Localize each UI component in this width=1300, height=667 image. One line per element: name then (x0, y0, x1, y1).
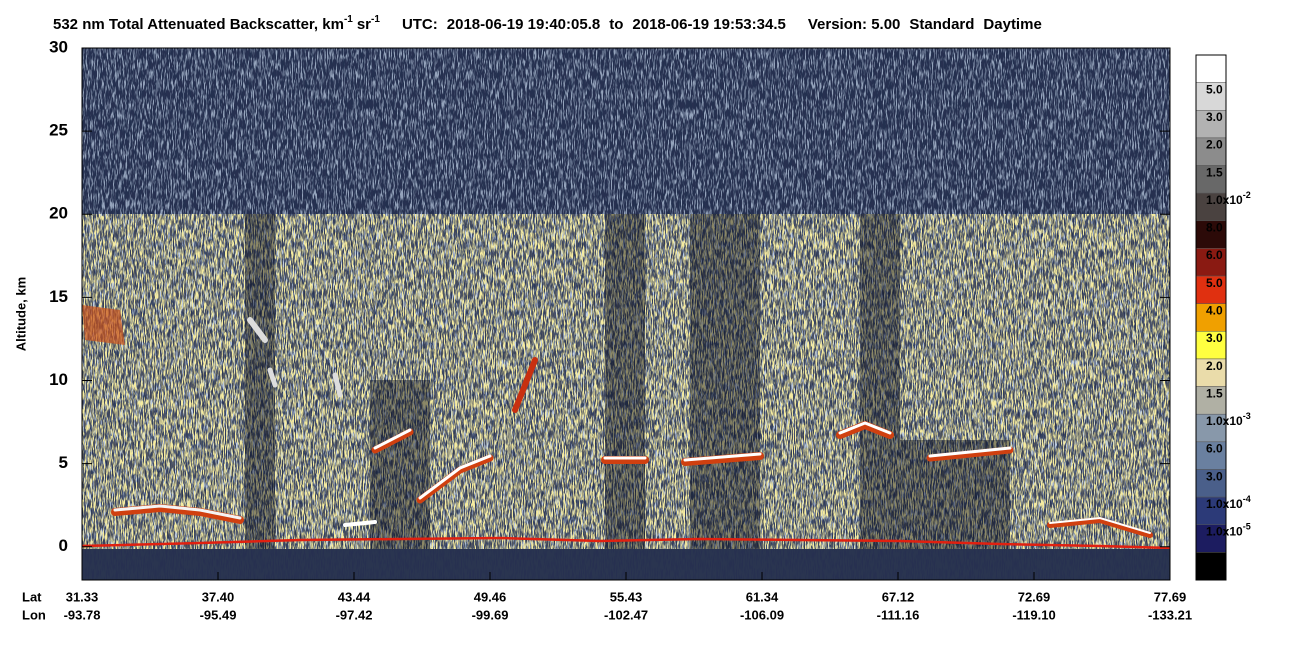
y-tick-label: 15 (49, 287, 68, 306)
colorbar-label-text: 5.0 (1206, 276, 1223, 290)
colorbar-label-text: 4.0 (1206, 304, 1223, 318)
y-tick-label: 10 (49, 370, 68, 389)
lat-tick-label: 31.33 (66, 589, 99, 604)
colorbar-label: 4.0 (1206, 304, 1223, 318)
colorbar: 5.03.02.01.51.0x10-28.06.05.04.03.02.01.… (1195, 54, 1251, 581)
lon-tick-label: -119.10 (1012, 607, 1055, 622)
colorbar-label: 3.0 (1206, 331, 1223, 345)
lon-tick-label: -97.42 (336, 607, 373, 622)
to-label: to (609, 16, 623, 33)
lon-tick-label: -133.21 (1148, 607, 1192, 622)
colorbar-label: 2.0 (1206, 138, 1223, 152)
colorbar-label-text: 2.0 (1206, 359, 1223, 373)
y-tick-label: 30 (49, 37, 68, 56)
colorbar-label-text: 3.0 (1206, 110, 1223, 124)
colorbar-label: 5.0 (1206, 83, 1223, 97)
lon-tick-label: -111.16 (877, 607, 920, 622)
version: Version: 5.00 (808, 16, 901, 33)
colorbar-swatch (1195, 137, 1227, 166)
lat-tick-label: 72.69 (1018, 589, 1051, 604)
colorbar-label: 1.5 (1206, 387, 1223, 401)
lon-tick-label: -106.09 (740, 607, 784, 622)
lat-tick-label: 67.12 (882, 589, 915, 604)
colorbar-swatch (1195, 54, 1227, 83)
colorbar-label: 3.0 (1206, 469, 1223, 483)
colorbar-label-text: 1.5 (1206, 387, 1223, 401)
colorbar-swatch (1195, 386, 1227, 415)
colorbar-label: 3.0 (1206, 110, 1223, 124)
colorbar-label-text: 2.0 (1206, 138, 1223, 152)
colorbar-swatch (1195, 496, 1227, 525)
colorbar-label-text: 3.0 (1206, 469, 1223, 483)
colorbar-label: 1.0x10-5 (1206, 522, 1251, 539)
title-exp: -1 (371, 14, 380, 25)
colorbar-label: 1.5 (1206, 166, 1223, 180)
colorbar-label-exp: -3 (1243, 411, 1251, 421)
surface-line (82, 536, 1170, 550)
lon-tick-label: -99.69 (472, 607, 509, 622)
y-tick-label: 20 (49, 204, 68, 223)
colorbar-label-exp: -4 (1243, 494, 1251, 504)
colorbar-label: 1.0x10-4 (1206, 494, 1251, 511)
colorbar-label-exp: -2 (1243, 190, 1251, 200)
lat-tick-label: 49.46 (474, 589, 507, 604)
utc-label: UTC: (402, 16, 438, 33)
colorbar-label: 8.0 (1206, 221, 1223, 235)
chart-title: 532 nm Total Attenuated Backscatter, km-… (53, 14, 1042, 33)
lon-tick-label: -93.78 (64, 607, 101, 622)
colorbar-swatch (1195, 248, 1227, 277)
y-tick-label: 5 (59, 453, 68, 472)
colorbar-swatch (1195, 552, 1227, 581)
speckle (82, 48, 1170, 214)
colorbar-label-text: 8.0 (1206, 221, 1223, 235)
colorbar-frame (1195, 54, 1227, 581)
colorbar-label-exp: -5 (1243, 522, 1251, 532)
lat-tick-label: 77.69 (1154, 589, 1187, 604)
colorbar-swatch (1195, 303, 1227, 332)
lat-label: Lat (22, 589, 42, 604)
colorbar-label: 1.0x10-3 (1206, 411, 1251, 428)
colorbar-label: 6.0 (1206, 248, 1223, 262)
end-time: 2018-06-19 19:53:34.5 (632, 16, 785, 33)
lat-tick-label: 37.40 (202, 589, 235, 604)
colorbar-label-text: 5.0 (1206, 83, 1223, 97)
y-tick-label: 25 (49, 121, 68, 140)
title-unit: sr (357, 16, 371, 33)
colorbar-label-text: 6.0 (1206, 442, 1223, 456)
colorbar-label: 1.0x10-2 (1206, 190, 1251, 207)
colorbar-label: 6.0 (1206, 442, 1223, 456)
lon-tick-label: -95.49 (200, 607, 237, 622)
backscatter-image (82, 48, 1170, 580)
y-axis-label: Altitude, km (13, 277, 28, 351)
product: Standard (909, 16, 974, 33)
lat-tick-label: 61.34 (746, 589, 779, 604)
colorbar-label: 2.0 (1206, 359, 1223, 373)
colorbar-label: 5.0 (1206, 276, 1223, 290)
mode: Daytime (983, 16, 1041, 33)
colorbar-label-text: 1.0x10 (1206, 497, 1243, 511)
cloud-features (82, 305, 1153, 538)
colorbar-label-text: 1.0x10 (1206, 525, 1243, 539)
start-time: 2018-06-19 19:40:05.8 (447, 16, 600, 33)
lon-tick-label: -102.47 (604, 607, 648, 622)
colorbar-label-text: 1.5 (1206, 166, 1223, 180)
colorbar-swatch (1195, 469, 1227, 498)
title-text: 532 nm Total Attenuated Backscatter, km (53, 16, 344, 33)
lat-tick-label: 43.44 (338, 589, 371, 604)
dark-columns (245, 214, 1010, 550)
speckle (82, 214, 1170, 549)
title-exp: -1 (344, 14, 353, 25)
colorbar-label-text: 3.0 (1206, 331, 1223, 345)
lon-label: Lon (22, 607, 46, 622)
y-tick-label: 0 (59, 536, 68, 555)
lat-tick-label: 55.43 (610, 589, 643, 604)
colorbar-label-text: 1.0x10 (1206, 193, 1243, 207)
colorbar-label-text: 6.0 (1206, 248, 1223, 262)
colorbar-label-text: 1.0x10 (1206, 414, 1243, 428)
